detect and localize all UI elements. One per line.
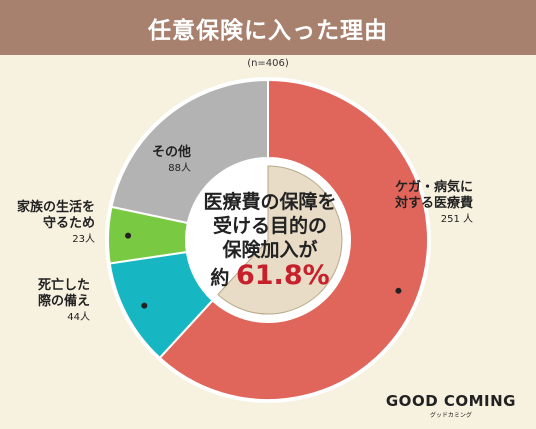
logo-text: GOOD COMING [385,392,516,410]
header-bar: 任意保険に入った理由 [0,0,536,55]
label-illness: ケガ・病気に 対する医療費 251 人 [395,180,473,228]
slice-illness [158,78,429,401]
leader-dot-death [141,302,148,309]
inner-share-wedge [217,165,343,315]
label-other-count: 88人 [168,163,192,174]
leader-dot-illness [395,287,402,294]
center-line2: 受ける目的の [212,215,327,237]
center-summary: 医療費の保障を 受ける目的の 保険加入が 約 61.8% [180,190,360,290]
center-prefix: 約 [210,267,230,289]
label-illness-line2: 対する医療費 [395,196,474,211]
label-family-line1: 家族の生活を [17,200,96,215]
center-line3: 保険加入が [222,239,318,261]
logo-subtext: グッドカミング [429,412,472,419]
slice-other [110,78,269,225]
label-death-line1: 死亡した [38,278,91,293]
label-family: 家族の生活を 守るため 23人 [17,200,95,248]
leader-dot-family [125,232,132,239]
label-death: 死亡した 際の備え 44人 [38,278,90,326]
label-family-count: 23人 [72,234,96,245]
label-death-count: 44人 [67,312,91,323]
label-death-line2: 際の備え [38,294,91,309]
label-other-line1: その他 [152,145,192,160]
label-family-line2: 守るため [43,216,96,231]
label-illness-count: 251 人 [440,214,474,225]
label-other: その他 88人 [152,145,191,177]
center-line1: 医療費の保障を [203,191,337,213]
brand-logo: GOOD COMING グッドカミング [386,392,516,419]
chart-title: 任意保険に入った理由 [148,17,388,44]
center-percent-row: 約 61.8% [180,262,360,290]
center-percent: 61.8% [235,260,330,291]
label-illness-line1: ケガ・病気に [395,180,474,195]
sample-size-note: (n=406) [247,58,289,69]
